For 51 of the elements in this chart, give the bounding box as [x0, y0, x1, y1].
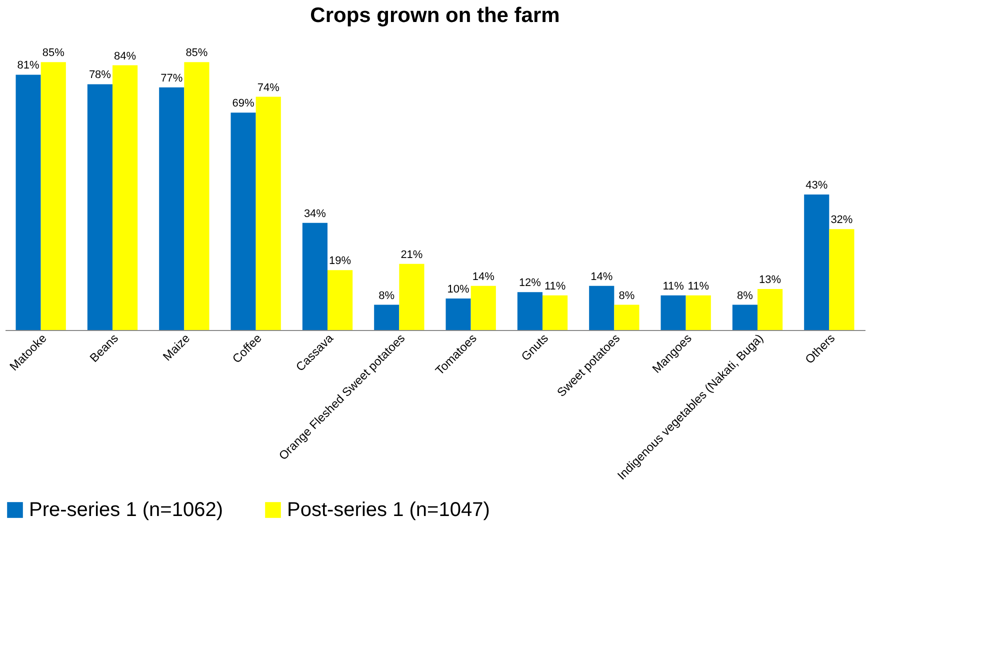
data-label: 32%	[830, 214, 853, 226]
legend-label: Pre-series 1 (n=1062)	[29, 499, 223, 521]
bar	[184, 62, 210, 330]
data-label: 10%	[447, 283, 470, 296]
data-label: 78%	[88, 69, 112, 82]
data-label: 43%	[806, 179, 828, 192]
data-label: 85%	[186, 47, 208, 60]
bar	[804, 194, 830, 330]
bar	[686, 295, 711, 330]
data-label: 34%	[304, 208, 326, 220]
data-label: 19%	[329, 255, 352, 268]
bar	[112, 65, 138, 330]
bar	[16, 74, 41, 330]
data-label: 13%	[759, 274, 782, 286]
bar	[614, 304, 640, 330]
bar	[328, 270, 353, 330]
bar	[517, 292, 542, 330]
data-label: 85%	[42, 47, 65, 60]
bar	[374, 304, 400, 330]
data-label: 11%	[544, 280, 566, 292]
data-label: 77%	[160, 72, 183, 84]
legend-label: Post-series 1 (n=1047)	[287, 499, 490, 521]
data-label: 8%	[737, 290, 754, 302]
bar	[159, 87, 184, 330]
bar	[230, 112, 256, 330]
data-label: 21%	[400, 248, 423, 261]
data-label: 14%	[472, 270, 495, 283]
bar	[660, 295, 686, 330]
data-label: 69%	[232, 98, 255, 110]
bar	[399, 264, 424, 330]
bar	[87, 84, 112, 330]
chart-title: Crops grown on the farm	[310, 4, 560, 27]
bar	[256, 96, 281, 330]
data-label: 12%	[518, 277, 542, 290]
data-label: 8%	[378, 290, 395, 302]
data-label: 11%	[688, 280, 710, 292]
bar	[40, 62, 66, 330]
bar	[302, 222, 328, 330]
bar	[758, 289, 783, 330]
bar	[829, 229, 854, 330]
bar	[542, 295, 568, 330]
bar	[470, 286, 496, 330]
data-label: 11%	[662, 280, 684, 292]
data-label: 81%	[17, 60, 40, 72]
data-label: 84%	[114, 50, 136, 62]
bar	[589, 286, 614, 330]
data-label: 14%	[590, 270, 613, 283]
bar	[732, 304, 758, 330]
bar	[446, 298, 471, 330]
data-label: 8%	[618, 290, 635, 302]
data-label: 74%	[257, 82, 280, 94]
